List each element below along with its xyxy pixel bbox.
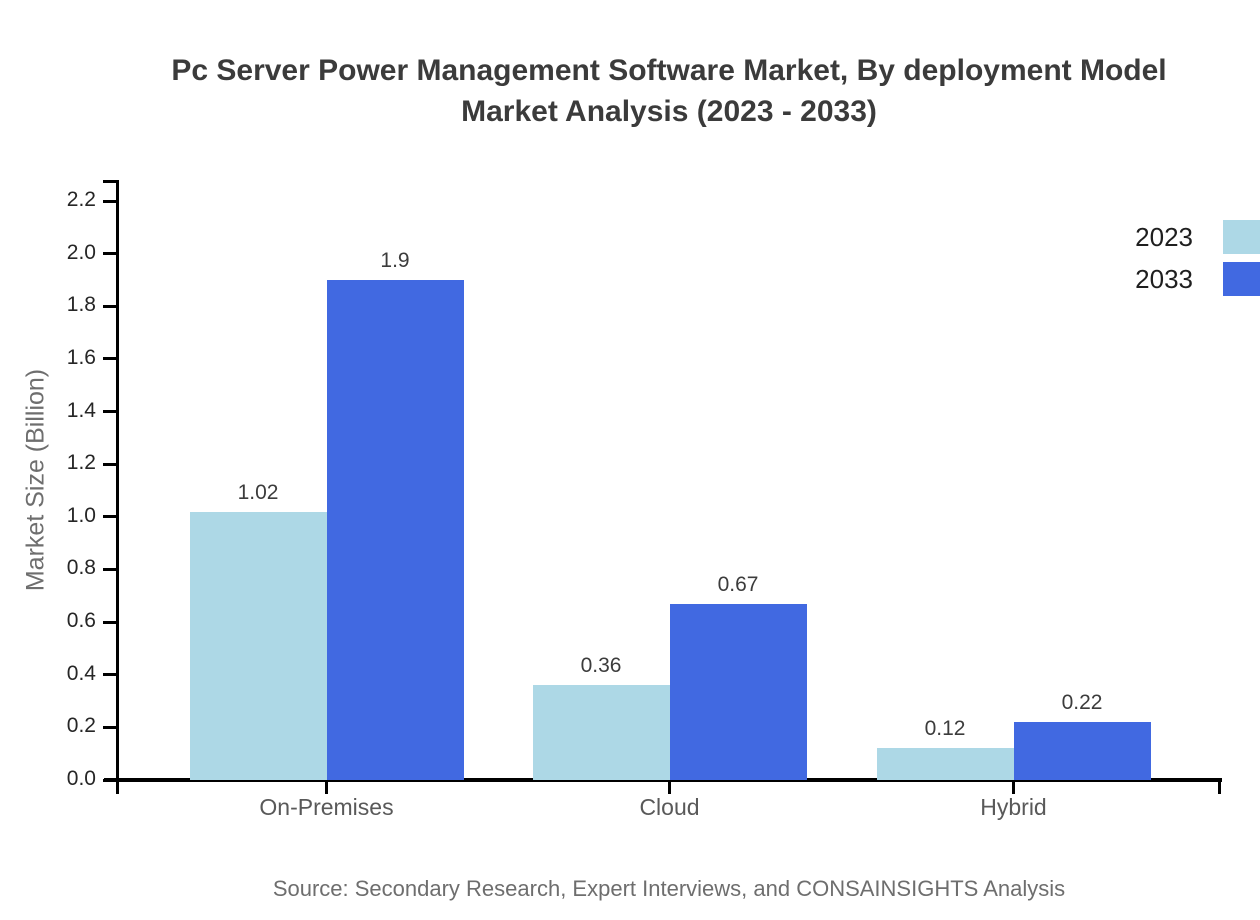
x-tick xyxy=(1012,780,1015,794)
x-axis-line xyxy=(104,778,1222,782)
y-tick-label: 2.2 xyxy=(66,188,96,211)
y-tick-label: 1.0 xyxy=(66,503,96,527)
y-tick xyxy=(103,304,117,308)
y-tick xyxy=(103,778,117,782)
y-tick-label: 0.0 xyxy=(66,767,96,790)
x-category-label: Hybrid xyxy=(980,794,1047,820)
legend-swatch-2023 xyxy=(1223,220,1260,254)
y-tick xyxy=(103,199,117,203)
y-axis-line xyxy=(116,180,119,794)
y-tick xyxy=(103,410,117,414)
legend: 2023 2033 xyxy=(1135,220,1260,296)
x-tick xyxy=(325,780,328,794)
legend-item-2033: 2033 xyxy=(1135,262,1260,296)
x-category-label: On-Premises xyxy=(259,794,394,820)
y-tick xyxy=(103,357,117,361)
chart-title-line-1: Pc Server Power Management Software Mark… xyxy=(171,54,1167,87)
chart-title: Pc Server Power Management Software Mark… xyxy=(118,50,1220,132)
y-tick xyxy=(103,725,117,729)
bar-value-label: 1.9 xyxy=(380,248,410,272)
legend-swatch-2033 xyxy=(1223,262,1260,296)
y-tick-label: 1.4 xyxy=(66,398,96,422)
source-note: Source: Secondary Research, Expert Inter… xyxy=(272,876,1066,901)
x-category-label: Cloud xyxy=(639,794,700,820)
bar-2033-cloud xyxy=(669,603,807,780)
bar-value-label: 0.36 xyxy=(580,654,622,678)
legend-label-2033: 2033 xyxy=(1135,263,1193,294)
bar-value-label: 0.22 xyxy=(1061,691,1103,715)
y-tick-label: 1.2 xyxy=(66,451,96,475)
y-tick xyxy=(103,252,117,256)
bar-2023-on-premises xyxy=(189,511,327,780)
bar-value-label: 0.67 xyxy=(717,572,759,596)
bar-2033-on-premises xyxy=(326,279,464,780)
y-tick xyxy=(103,620,117,624)
chart-title-line-2: Market Analysis (2023 - 2033) xyxy=(461,95,877,128)
x-axis-right-cap xyxy=(1218,778,1221,794)
legend-item-2023: 2023 xyxy=(1135,220,1260,254)
bar-2023-cloud xyxy=(532,685,670,780)
y-tick-label: 2.0 xyxy=(66,240,96,264)
y-tick xyxy=(103,673,117,677)
y-tick xyxy=(103,462,117,466)
bar-value-label: 1.02 xyxy=(237,480,279,504)
y-axis-top-cap xyxy=(103,180,117,183)
bar-value-label: 0.12 xyxy=(924,717,966,741)
y-tick-label: 0.4 xyxy=(66,661,96,685)
y-tick-label: 0.8 xyxy=(66,556,96,580)
legend-label-2023: 2023 xyxy=(1135,221,1193,252)
y-tick-label: 1.6 xyxy=(66,345,96,369)
y-tick-label: 0.2 xyxy=(66,714,96,738)
y-tick xyxy=(103,567,117,571)
y-tick-label: 1.8 xyxy=(66,293,96,317)
y-tick xyxy=(103,515,117,519)
bar-2023-hybrid xyxy=(876,748,1014,780)
y-tick-label: 0.6 xyxy=(66,609,96,633)
bar-2033-hybrid xyxy=(1013,722,1151,780)
x-tick xyxy=(668,780,671,794)
